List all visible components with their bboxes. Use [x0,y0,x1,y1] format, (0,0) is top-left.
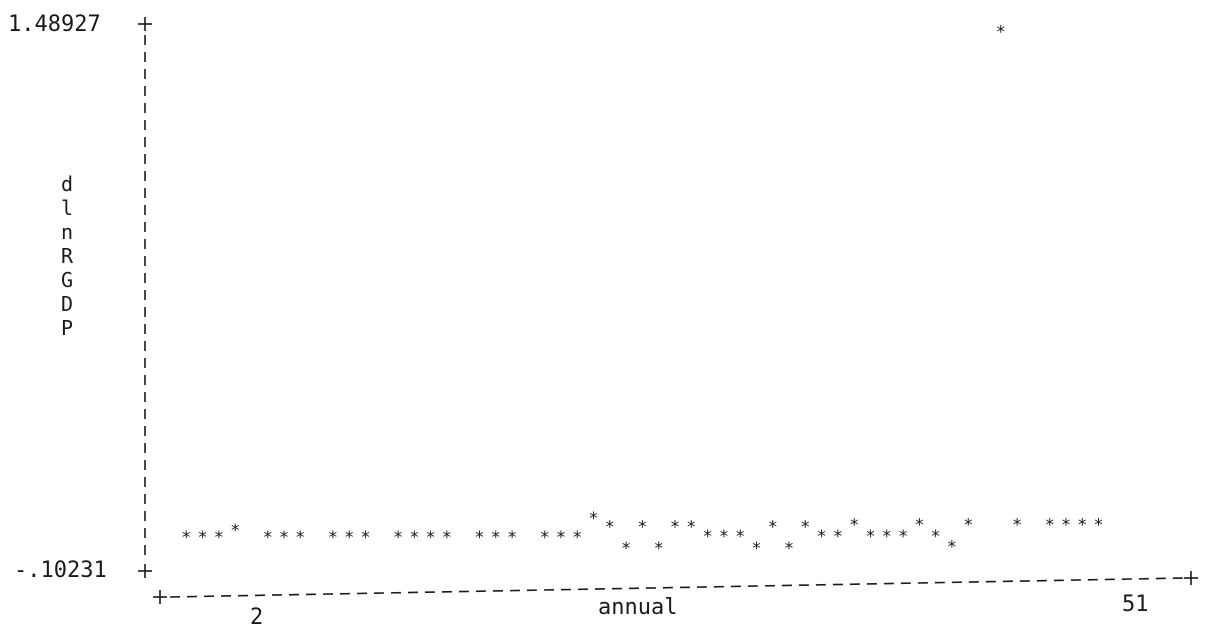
data-point: * [540,528,550,548]
y-axis-label-char: G [60,268,74,292]
data-point: * [197,528,207,548]
data-point: * [507,528,517,548]
data-point: * [735,527,745,547]
data-point: * [768,518,778,538]
data-point: * [572,528,582,548]
data-point: * [963,516,973,536]
data-point: * [295,528,305,548]
data-point: * [1012,516,1022,536]
data-point: * [442,528,452,548]
data-point: * [425,528,435,548]
data-point: * [751,539,761,559]
data-point: * [914,516,924,536]
data-point: * [279,528,289,548]
data-point: * [556,528,566,548]
data-point: * [588,509,598,529]
data-point: * [1061,516,1071,536]
data-point: * [865,527,875,547]
data-point: * [1077,516,1087,536]
data-point: * [393,528,403,548]
data-point: * [328,528,338,548]
y-min-tick-label: -.10231 [14,558,107,583]
data-point: * [784,539,794,559]
data-point: * [686,518,696,538]
data-point: * [621,539,631,559]
y-axis-label-char: R [60,244,74,268]
data-point: * [360,528,370,548]
data-point: * [882,527,892,547]
y-axis-label-char: n [60,220,74,244]
y-axis-label-char: l [60,196,74,220]
data-point: * [816,527,826,547]
data-point: * [181,528,191,548]
data-point: * [654,539,664,559]
data-point: * [800,518,810,538]
data-point: * [702,527,712,547]
x-min-tick-label: 2 [250,605,264,630]
data-point: * [930,527,940,547]
data-point: * [833,527,843,547]
data-point: * [491,528,501,548]
data-point: * [637,518,647,538]
y-max-tick-label: 1.48927 [8,12,101,37]
data-point: * [214,528,224,548]
x-axis-line [169,577,1186,598]
data-point: * [409,528,419,548]
y-axis-label-char: P [60,316,74,340]
data-point: * [1045,516,1055,536]
data-point: * [263,528,273,548]
x-max-tick-label: 51 [1122,592,1149,617]
data-point: * [605,518,615,538]
data-point: * [670,518,680,538]
data-point: * [719,527,729,547]
data-point: * [947,538,957,558]
y-axis-label-char: d [60,172,74,196]
data-point: * [849,516,859,536]
data-point: * [230,521,240,541]
data-point: * [898,527,908,547]
y-axis-label-char: D [60,292,74,316]
x-axis-label: annual [598,595,678,620]
data-point: * [996,22,1006,42]
data-point: * [1093,516,1103,536]
data-point: * [474,528,484,548]
data-point: * [344,528,354,548]
data-points: * * * * * * * * * * * * * * * * * * * * * * * * * * * * * * * * * * * * * * * *… [181,22,1103,559]
